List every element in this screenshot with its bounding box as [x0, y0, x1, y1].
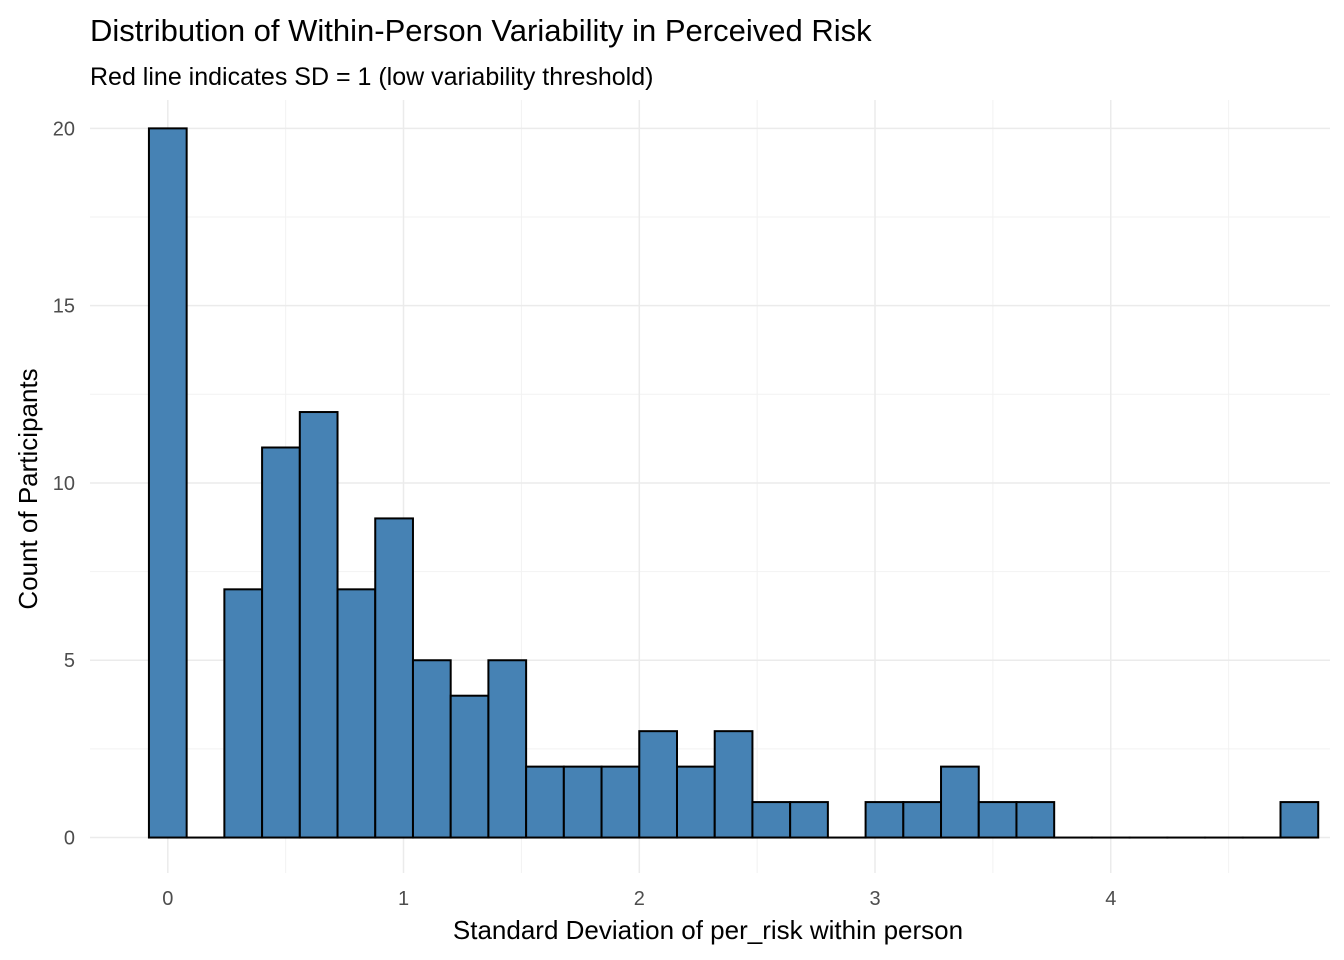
x-tick-label: 1: [398, 888, 409, 910]
histogram-bar: [751, 801, 792, 839]
y-tick-label: 5: [64, 650, 75, 672]
chart-subtitle: Red line indicates SD = 1 (low variabili…: [90, 63, 653, 91]
histogram-bar: [223, 588, 264, 839]
y-tick-label: 15: [53, 296, 75, 318]
y-tick-label: 0: [64, 828, 75, 850]
histogram-bar: [261, 446, 301, 839]
histogram-bar: [374, 517, 414, 839]
histogram-bar: [638, 730, 678, 839]
histogram-bar: [902, 801, 943, 839]
histogram-bar: [600, 765, 641, 839]
histogram-bar: [977, 801, 1018, 839]
chart-title: Distribution of Within-Person Variabilit…: [90, 13, 872, 48]
y-tick-label: 20: [53, 118, 75, 140]
x-tick-label: 4: [1105, 888, 1116, 910]
histogram-bar: [525, 765, 565, 839]
histogram-bar: [449, 694, 490, 839]
histogram-bar: [789, 801, 829, 839]
histogram-bar: [1015, 801, 1056, 839]
histogram-bar: [562, 765, 603, 839]
x-tick-label: 2: [634, 888, 645, 910]
histogram-bar: [864, 801, 905, 839]
histogram-bar: [411, 659, 452, 839]
y-axis-title: Count of Participants: [13, 368, 43, 609]
bars: [147, 127, 1320, 839]
histogram-bar: [713, 730, 754, 839]
x-tick-label: 3: [869, 888, 880, 910]
y-axis-ticks: 0 5 10 15 20: [53, 118, 75, 849]
x-axis-title: Standard Deviation of per_risk within pe…: [453, 915, 963, 945]
histogram-bar: [298, 411, 339, 839]
histogram-bar: [336, 588, 377, 839]
x-axis-ticks: 0 1 2 3 4: [162, 888, 1116, 910]
histogram-bar: [940, 765, 980, 839]
x-tick-label: 0: [162, 888, 173, 910]
histogram-bar: [147, 127, 188, 839]
histogram-bar: [675, 765, 716, 839]
y-tick-label: 10: [53, 473, 75, 495]
histogram-bar: [487, 659, 528, 839]
histogram-bar: [1279, 801, 1320, 839]
